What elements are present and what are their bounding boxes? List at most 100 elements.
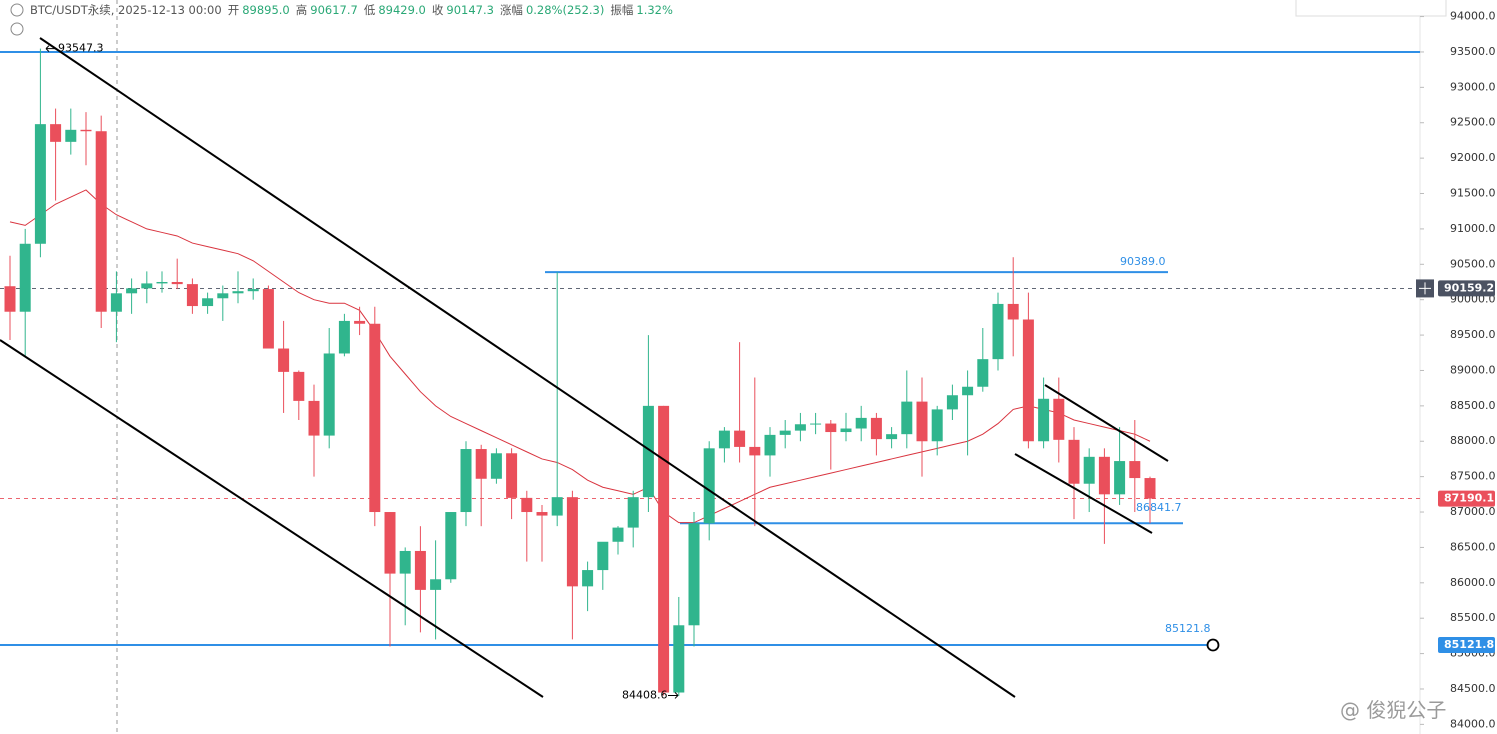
candle-body	[1144, 478, 1156, 499]
candle-body	[825, 423, 837, 433]
field-value: 90147.3	[446, 3, 494, 17]
candle-body	[810, 423, 822, 425]
y-tick-label: 89500.0	[1450, 328, 1496, 341]
annotation: 93547.3	[58, 42, 104, 55]
y-tick-label: 84000.0	[1450, 717, 1496, 730]
y-tick-label: 93500.0	[1450, 45, 1496, 58]
moving-average	[9, 189, 1151, 524]
candle-body	[962, 386, 974, 396]
y-tick-label: 87000.0	[1450, 505, 1496, 518]
candle-body	[490, 453, 502, 479]
expand-icon[interactable]	[10, 22, 24, 36]
trend-lines	[0, 37, 1169, 698]
y-tick-label: 93000.0	[1450, 80, 1496, 93]
candle-body	[840, 428, 852, 433]
y-tick-label: 88500.0	[1450, 399, 1496, 412]
field-label: 收	[431, 3, 444, 17]
y-tick-label: 89000.0	[1450, 363, 1496, 376]
y-tick-label: 91500.0	[1450, 187, 1496, 200]
candle-body	[734, 430, 746, 447]
candle-body	[673, 625, 685, 693]
annotation-arrow	[45, 45, 56, 52]
candle-body	[354, 320, 366, 324]
candle-body	[1038, 398, 1050, 442]
candle-body	[369, 323, 381, 513]
toolbar[interactable]	[1295, 0, 1447, 17]
candle-body	[399, 550, 411, 574]
candle-body	[1022, 319, 1034, 442]
level-handle	[1206, 638, 1220, 652]
candle-body	[1007, 303, 1019, 320]
candle-body	[293, 371, 305, 401]
field-value: 1.32%	[636, 3, 673, 17]
candle-body	[414, 550, 426, 590]
candle-body	[870, 417, 882, 440]
candle-body	[19, 243, 31, 312]
candle-body	[430, 579, 442, 590]
candle-body	[323, 353, 335, 436]
candle-body	[901, 401, 913, 435]
trend-line	[39, 37, 1016, 698]
y-tick-label: 84500.0	[1450, 682, 1496, 695]
price-tag-label: 85121.8	[1444, 638, 1494, 651]
field-value: 90617.7	[310, 3, 358, 17]
level-label: 90389.0	[1120, 255, 1166, 268]
candle-body	[217, 293, 229, 299]
candle-body	[202, 298, 214, 307]
candle-body	[536, 512, 548, 516]
candle-body	[779, 430, 791, 435]
candle-body	[247, 289, 259, 292]
candle-body	[749, 446, 761, 456]
field-value: 0.28%(252.3)	[525, 3, 605, 17]
candle-body	[338, 320, 350, 354]
field-label: 开	[227, 3, 240, 17]
field-label: 低	[363, 3, 376, 17]
candle-body	[764, 434, 776, 456]
candle-body	[627, 497, 639, 528]
plus-icon	[1419, 282, 1431, 295]
y-tick-label: 87500.0	[1450, 470, 1496, 483]
candle-body	[1068, 439, 1080, 484]
candle-body	[703, 448, 715, 524]
y-tick-label: 86000.0	[1450, 576, 1496, 589]
candle-body	[916, 401, 928, 442]
y-tick-label: 86500.0	[1450, 540, 1496, 553]
candle-body	[141, 283, 153, 289]
candle-body	[1129, 461, 1141, 479]
trend-line	[0, 339, 544, 698]
trend-line	[1044, 384, 1169, 462]
price-tag-label: 87190.1	[1444, 492, 1494, 505]
candle-body	[521, 497, 533, 513]
candle-body	[171, 281, 183, 285]
candle-body	[551, 497, 563, 516]
price-tag	[1438, 636, 1495, 653]
candle-body	[50, 124, 62, 142]
candle-body	[582, 570, 594, 587]
candle-body	[886, 434, 898, 440]
candle-body	[80, 129, 92, 132]
candle-body	[1083, 456, 1095, 484]
candle-body	[566, 497, 578, 587]
candle-body	[384, 512, 396, 574]
candle-body	[506, 453, 518, 498]
price-tag	[1438, 490, 1495, 507]
candle-body	[95, 131, 107, 312]
level-label: 86841.7	[1136, 501, 1182, 514]
candle-body	[445, 512, 457, 580]
candle-body	[278, 348, 290, 372]
candle-body	[794, 424, 806, 431]
candle-body	[460, 449, 472, 513]
candle-body	[642, 405, 654, 498]
y-tick-label: 90500.0	[1450, 257, 1496, 270]
field-label: 高	[295, 3, 308, 17]
annotation: 84408.6	[622, 688, 668, 701]
watermark: @ 俊猊公子	[1340, 698, 1447, 722]
candle-body	[308, 400, 320, 436]
collapse-icon[interactable]	[10, 3, 24, 17]
candle-body	[597, 541, 609, 571]
candle-body	[1114, 461, 1126, 495]
annotation-arrow	[668, 692, 679, 699]
y-tick-label: 94000.0	[1450, 10, 1496, 23]
